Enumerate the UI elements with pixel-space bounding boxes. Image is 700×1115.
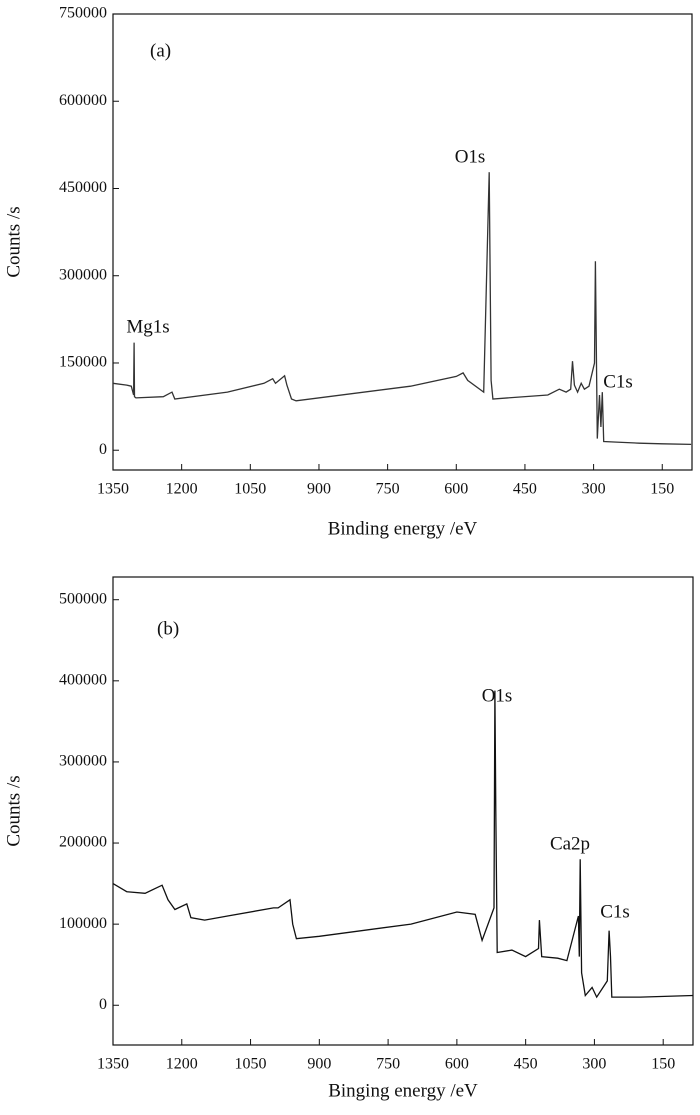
peak-label: C1s	[600, 901, 630, 922]
panel-label: (b)	[157, 618, 179, 639]
x-tick-label: 900	[307, 481, 331, 498]
y-tick-label: 750000	[59, 5, 107, 22]
y-tick-label: 0	[99, 996, 107, 1013]
peak-label: Mg1s	[126, 316, 169, 337]
y-tick-label: 0	[99, 441, 107, 458]
plot-frame	[112, 576, 694, 1046]
x-tick-label: 1050	[234, 481, 266, 498]
x-tick-label: 1200	[166, 1056, 198, 1073]
y-axis-title: Counts /s	[3, 775, 24, 846]
x-tick-label: 750	[376, 1056, 400, 1073]
y-tick-label: 500000	[59, 590, 107, 607]
peak-label: Ca2p	[550, 833, 590, 854]
panel-label: (a)	[150, 40, 171, 61]
x-tick-label: 600	[444, 481, 468, 498]
x-tick-label: 150	[650, 481, 674, 498]
plot-frame	[112, 13, 693, 471]
x-axis-title: Binding energy /eV	[328, 518, 478, 539]
x-tick-label: 900	[307, 1056, 331, 1073]
x-tick-label: 1200	[166, 481, 198, 498]
y-tick-label: 300000	[59, 266, 107, 283]
y-tick-label: 450000	[59, 179, 107, 196]
x-tick-label: 450	[513, 481, 537, 498]
x-tick-label: 300	[582, 481, 606, 498]
peak-label: O1s	[482, 685, 513, 706]
x-tick-label: 600	[445, 1056, 469, 1073]
x-tick-label: 300	[582, 1056, 606, 1073]
spectrum-line	[112, 690, 694, 999]
x-tick-label: 450	[514, 1056, 538, 1073]
spectrum-line	[112, 172, 692, 446]
x-tick-label: 1350	[97, 1056, 129, 1073]
x-axis-title: Binging energy /eV	[328, 1080, 478, 1101]
y-tick-label: 200000	[59, 834, 107, 851]
y-tick-label: 400000	[59, 671, 107, 688]
peak-label: O1s	[455, 146, 486, 167]
y-tick-label: 600000	[59, 92, 107, 109]
x-tick-label: 750	[376, 481, 400, 498]
peak-label: C1s	[603, 371, 633, 392]
x-tick-label: 1350	[97, 481, 129, 498]
x-tick-label: 1050	[235, 1056, 267, 1073]
x-tick-label: 150	[651, 1056, 675, 1073]
y-tick-label: 150000	[59, 354, 107, 371]
y-tick-label: 100000	[59, 915, 107, 932]
y-tick-label: 300000	[59, 753, 107, 770]
y-axis-title: Counts /s	[3, 206, 24, 277]
